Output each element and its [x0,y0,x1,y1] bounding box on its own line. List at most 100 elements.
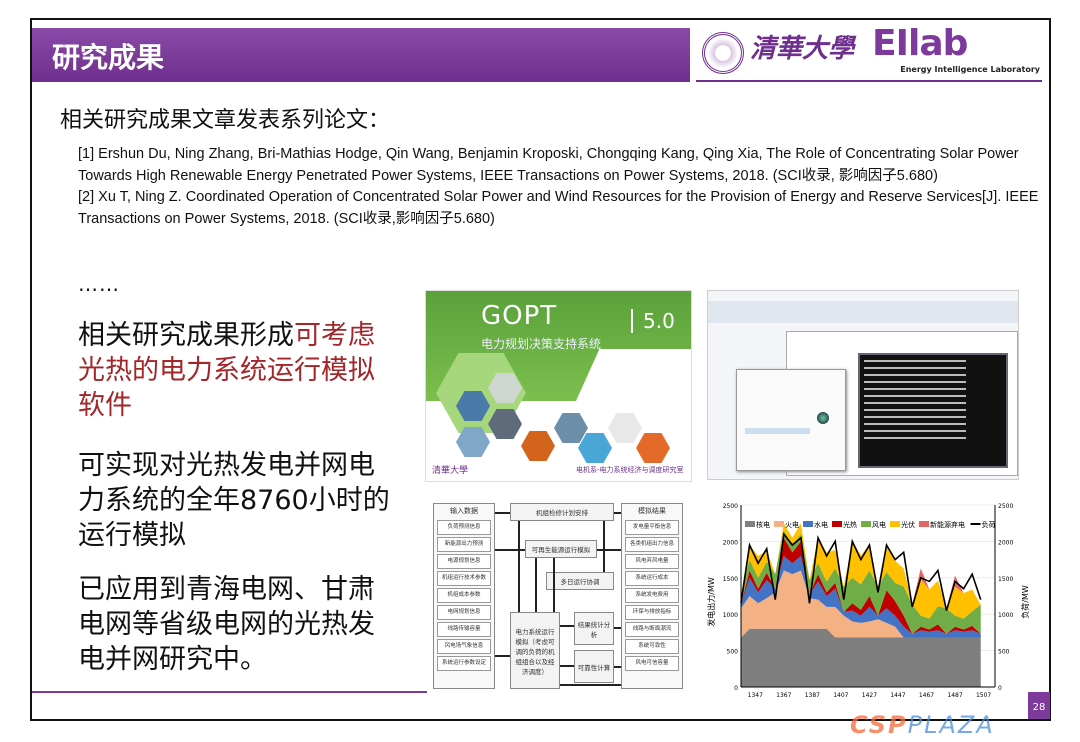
ellipsis: …… [78,272,120,296]
load-line [740,532,982,611]
legend-swatch [832,521,842,527]
arrow [518,521,520,612]
maintenance-box: 机组检修计划安排 [510,503,614,521]
arrow [560,665,574,667]
hexagon-photo [578,433,612,463]
input-item: 系统运行参数设定 [437,656,491,671]
arrow [614,627,621,629]
input-item: 机组成本参数 [437,588,491,603]
flow-diagram: 输入数据 负荷预测信息 新能源出力预测 电源规划信息 机组运行技术参数 机组成本… [430,500,686,692]
arrow [614,666,621,668]
footer-divider [32,691,427,693]
logo-lab-subtitle: Energy Intelligence Laboratory [900,65,1040,74]
slide-frame [30,18,1051,721]
watermark-plaza: PLAZA [907,711,995,739]
software-screenshot [707,290,1019,480]
input-item: 风电场气象信息 [437,639,491,654]
y-axis-label: 发电出力/MW [706,577,716,627]
gopt-splash-image: GOPT 电力规划决策支持系统 5.0 清華大學 电机系-电力系统经济与调度研究… [425,290,692,482]
legend-swatch [745,521,755,527]
input-item: 负荷预测信息 [437,520,491,535]
arrow [495,549,525,551]
input-item: 线路传输容量 [437,622,491,637]
legend-swatch [774,521,784,527]
input-item: 电源规划信息 [437,554,491,569]
output-item: 系统可靠性 [625,639,679,654]
y2-tick-label: 500 [998,649,1010,656]
x-tick-label: 1487 [947,692,962,699]
area-光热 [741,537,981,634]
statistics-box: 结果统计分析 [574,612,614,645]
legend-label: 水电 [814,520,828,529]
console-window [858,353,1008,468]
output-item: 环保与排放指标 [625,605,679,620]
gopt-version: 5.0 [631,309,675,333]
y-tick-label: 2500 [723,503,738,510]
section-heading: 相关研究成果文章发表系列论文： [60,108,391,133]
y2-tick-label: 1000 [998,612,1013,619]
legend-swatch [803,521,813,527]
university-seal-icon [702,32,744,74]
gopt-footer-left: 清華大學 [432,466,469,476]
area-风电 [741,530,981,634]
legend-label: 光伏 [901,520,915,529]
hexagon-photo [636,433,670,463]
x-tick-label: 1447 [890,692,905,699]
hexagon-photo [608,413,642,443]
point-simulation: 可实现对光热发电并网电力系统的全年8760小时的运行模拟 [78,450,390,551]
area-火电 [741,570,981,638]
x-tick-label: 1507 [976,692,991,699]
renewable-box: 可再生能源运行模拟 [525,540,597,558]
legend-label: 火电 [785,520,799,529]
x-tick-label: 1387 [805,692,820,699]
slide-title: 研究成果 [52,41,165,74]
area-水电 [741,555,981,638]
watermark-csp: CSP [850,711,908,739]
legend-label: 新能源弃电 [930,520,965,529]
y-tick-label: 2000 [723,539,738,546]
y-tick-label: 0 [734,685,738,692]
point-highlight: 可考虑光热的电力系统运行模拟软件 [78,320,375,421]
area-核电 [741,628,981,687]
hexagon-photo [554,413,588,443]
arrow [597,549,621,551]
output-item: 风电可信容量 [625,656,679,671]
x-tick-label: 1367 [776,692,791,699]
input-column: 输入数据 负荷预测信息 新能源出力预测 电源规划信息 机组运行技术参数 机组成本… [433,503,495,689]
reference-list: [1] Ershun Du, Ning Zhang, Bri-Mathias H… [78,144,1040,230]
arrow [495,512,510,514]
progress-dialog [736,369,846,471]
selected-row [745,428,810,434]
legend-swatch [861,521,871,527]
legend-label: 风电 [872,520,886,529]
y-tick-label: 1500 [723,576,738,583]
x-tick-label: 1467 [919,692,934,699]
y2-tick-label: 2000 [998,539,1013,546]
legend-label: 负荷 [982,520,996,529]
input-item: 机组运行技术参数 [437,571,491,586]
y2-tick-label: 0 [998,685,1002,692]
globe-icon [817,412,829,424]
point-software: 相关研究成果形成可考虑光热的电力系统运行模拟软件 [78,318,398,423]
input-header: 输入数据 [450,507,478,515]
legend-label: 光热 [843,520,857,529]
area-光伏 [741,523,981,619]
reliability-box: 可靠性计算 [574,650,614,683]
toolbar [708,301,1018,323]
point-text: 相关研究成果形成 [78,320,294,351]
output-item: 线路与断面潮流 [625,622,679,637]
arrow [535,558,537,612]
arrow [560,625,574,627]
legend-swatch [890,521,900,527]
arrow [553,558,555,612]
gopt-footer-right: 电机系-电力系统经济与调度研究室 [576,466,684,474]
legend-label: 核电 [756,520,770,529]
output-item: 系统发电费用 [625,588,679,603]
logo: 清華大學 EIlab Energy Intelligence Laborator… [696,26,1042,82]
input-item: 新能源出力预测 [437,537,491,552]
output-item: 发电量平衡信息 [625,520,679,535]
arrow [560,684,621,686]
gopt-subtitle: 电力规划决策支持系统 [481,337,602,351]
x-tick-label: 1407 [833,692,848,699]
x-tick-label: 1347 [748,692,763,699]
